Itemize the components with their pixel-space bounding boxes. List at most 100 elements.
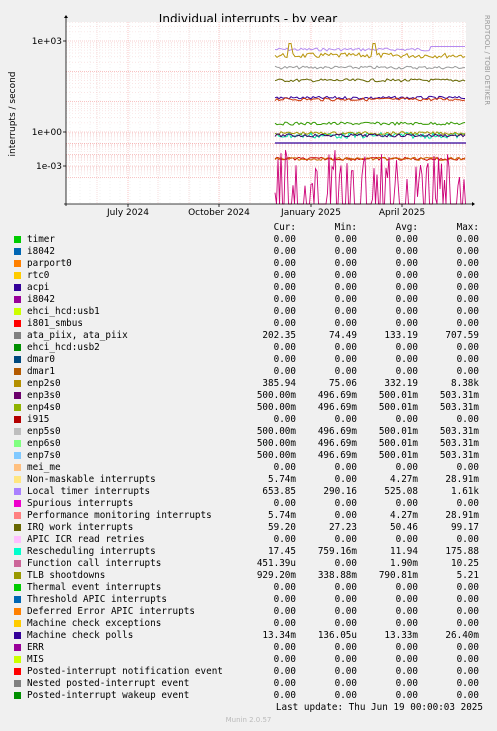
legend-avg: 0.00 [395,498,418,509]
legend-max: 28.91m [445,510,479,521]
legend-name: i801_smbus [27,318,83,329]
legend-avg: 0.00 [395,318,418,329]
legend-swatch [14,284,21,291]
legend-min: 0.00 [334,654,357,665]
legend-name: Local timer interrupts [27,486,151,497]
legend-swatch [14,572,21,579]
col-avg: Avg: [395,222,418,233]
legend-avg: 0.00 [395,354,418,365]
legend-max: 0.00 [456,282,479,293]
legend-avg: 500.01m [378,402,418,413]
legend-cur: 0.00 [273,366,296,377]
legend-row: Nested posted-interrupt event 0.00 0.00 0.0… [14,678,484,690]
x-axis-arrow [472,202,475,206]
legend-avg: 13.33m [384,630,418,641]
legend-avg: 0.00 [395,582,418,593]
legend-name: Spurious interrupts [27,498,134,509]
legend-swatch [14,404,21,411]
legend-swatch [14,476,21,483]
legend-name: dmar1 [27,366,55,377]
legend-row: dmar0 0.00 0.00 0.00 0.00 [14,354,484,366]
legend-min: 0.00 [334,414,357,425]
legend-avg: 0.00 [395,678,418,689]
legend-name: Function call interrupts [27,558,162,569]
legend-avg: 0.00 [395,594,418,605]
last-update: Last update: Thu Jun 19 00:00:03 2025 [275,702,483,713]
legend-max: 0.00 [456,366,479,377]
legend-max: 503.31m [439,450,479,461]
legend-row: dmar1 0.00 0.00 0.00 0.00 [14,366,484,378]
legend-row: i801_smbus 0.00 0.00 0.00 0.00 [14,318,484,330]
legend-row: TLB shootdowns 929.20m 338.88m 790.81m 5.21 [14,570,484,582]
y-tick-label: 1e+03 [32,37,62,47]
legend-avg: 0.00 [395,690,418,701]
legend-min: 0.00 [334,510,357,521]
legend-max: 5.21 [456,570,479,581]
legend-max: 503.31m [439,390,479,401]
legend-max: 175.88 [445,546,479,557]
legend-swatch [14,236,21,243]
legend-row: ehci_hcd:usb1 0.00 0.00 0.00 0.00 [14,306,484,318]
legend-swatch [14,536,21,543]
legend-max: 10.25 [451,558,479,569]
legend-min: 27.23 [329,522,357,533]
legend-name: Threshold APIC interrupts [27,594,167,605]
legend-cur: 500.00m [256,402,296,413]
legend-cur: 202.35 [262,330,296,341]
legend-row: Spurious interrupts 0.00 0.00 0.00 0.00 [14,498,484,510]
legend-cur: 0.00 [273,690,296,701]
legend-avg: 525.08 [384,486,418,497]
col-max: Max: [456,222,479,233]
legend-min: 0.00 [334,270,357,281]
legend-min: 0.00 [334,246,357,257]
legend-row: enp5s0 500.00m 496.69m 500.01m 503.31m [14,426,484,438]
legend-avg: 500.01m [378,390,418,401]
legend-cur: 451.39u [256,558,296,569]
legend-row: IRQ work interrupts 59.20 27.23 50.46 99.17 [14,522,484,534]
legend-min: 0.00 [334,234,357,245]
series-layer [274,43,466,205]
legend-cur: 653.85 [262,486,296,497]
legend-cur: 0.00 [273,282,296,293]
legend-min: 496.69m [317,390,357,401]
legend-row: MIS 0.00 0.00 0.00 0.00 [14,654,484,666]
legend-cur: 0.00 [273,678,296,689]
col-min: Min: [334,222,357,233]
legend-name: acpi [27,282,50,293]
legend-max: 0.00 [456,618,479,629]
legend-max: 0.00 [456,678,479,689]
legend-avg: 0.00 [395,606,418,617]
legend-min: 0.00 [334,606,357,617]
legend-cur: 500.00m [256,426,296,437]
legend-min: 0.00 [334,498,357,509]
legend-min: 136.05u [317,630,357,641]
legend-cur: 5.74m [268,474,296,485]
series-line [274,130,466,136]
legend-max: 1.61k [451,486,479,497]
legend-swatch [14,596,21,603]
legend-min: 0.00 [334,342,357,353]
legend-avg: 0.00 [395,294,418,305]
legend-min: 0.00 [334,618,357,629]
legend-swatch [14,332,21,339]
legend-max: 0.00 [456,354,479,365]
legend-name: enp3s0 [27,390,61,401]
legend-row: enp3s0 500.00m 496.69m 500.01m 503.31m [14,390,484,402]
rrdtool-credit: RRDTOOL / TOBI OETIKER [483,15,491,105]
legend-row: acpi 0.00 0.00 0.00 0.00 [14,282,484,294]
x-tick-label: July 2024 [106,208,149,218]
legend-max: 0.00 [456,246,479,257]
legend-swatch [14,356,21,363]
series-line [274,156,466,161]
legend-avg: 0.00 [395,366,418,377]
legend-cur: 59.20 [268,522,296,533]
legend-row: enp7s0 500.00m 496.69m 500.01m 503.31m [14,450,484,462]
legend-row: ata_piix, ata_piix 202.35 74.49 133.19 707.5… [14,330,484,342]
legend-swatch [14,620,21,627]
legend-min: 0.00 [334,678,357,689]
legend-avg: 50.46 [390,522,418,533]
legend-name: i8042 [27,294,55,305]
legend-row: parport0 0.00 0.00 0.00 0.00 [14,258,484,270]
legend-max: 0.00 [456,690,479,701]
legend-max: 503.31m [439,438,479,449]
